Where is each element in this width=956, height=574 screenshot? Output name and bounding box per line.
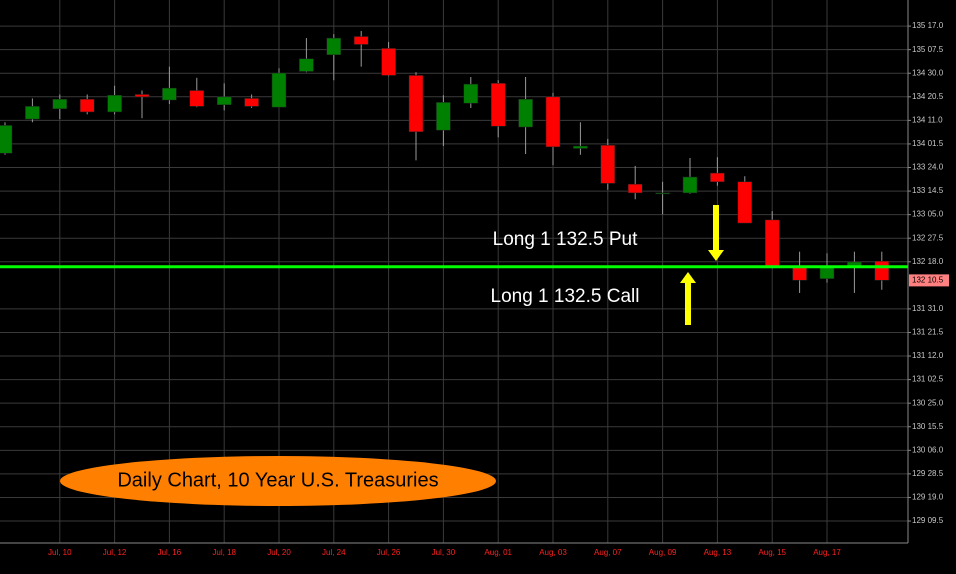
x-tick-label: Jul, 20 [267,548,291,557]
y-tick-label: 130 15.5 [912,422,944,431]
chart-title: Daily Chart, 10 Year U.S. Treasuries [117,469,438,491]
candle-body [545,96,561,148]
candle-body [244,98,259,107]
y-tick-label: 134 30.0 [912,68,944,77]
y-tick-label: 130 06.0 [912,445,944,454]
y-tick-label: 130 25.0 [912,398,944,407]
y-tick-label: 131 12.0 [912,351,944,360]
x-tick-label: Aug, 13 [704,548,732,557]
y-tick-label: 134 11.0 [912,115,943,124]
candle-body [490,83,506,127]
plot [0,30,890,293]
title-badge [60,456,496,506]
annotation: Long 1 132.5 Call [491,286,640,307]
x-tick-label: Aug, 01 [484,548,512,557]
y-tick-label: 135 07.5 [912,45,944,54]
y-tick-label: 129 28.5 [912,469,944,478]
y-tick-label: 129 19.0 [912,493,944,502]
candle-body [134,94,150,98]
candle-body [436,102,451,131]
candle-body [52,98,68,110]
candle-body [737,181,753,224]
candle-body [655,192,670,195]
candle-body [162,87,177,101]
x-tick-label: Aug, 03 [539,548,567,557]
annotation: Long 1 132.5 Put [493,229,638,250]
candle-body [326,37,342,56]
y-tick-label: 131 31.0 [912,304,944,313]
candle-body [710,172,725,183]
x-tick-label: Aug, 17 [813,548,841,557]
candle-body [518,98,533,128]
x-tick-label: Jul, 16 [158,548,182,557]
candle-body [107,95,122,113]
candle-body [271,72,287,108]
y-tick-label: 132 27.5 [912,233,944,242]
x-tick-label: Aug, 07 [594,548,622,557]
y-tick-label: 134 20.5 [912,92,944,101]
candle-body [573,145,588,149]
up-arrow [680,272,696,325]
candle-body [189,90,205,107]
x-tick-label: Aug, 15 [758,548,786,557]
x-tick-label: Aug, 09 [649,548,677,557]
candle-body [0,125,13,154]
x-tick-label: Jul, 24 [322,548,346,557]
x-tick-label: Jul, 18 [212,548,236,557]
y-tick-label: 133 05.0 [912,210,944,219]
candle-body [381,48,396,76]
y-tick-label: 131 21.5 [912,328,944,337]
candle-body [353,36,369,45]
candle-body [627,183,643,194]
candle-body [299,58,314,72]
down-arrow [708,205,724,261]
y-tick-label: 129 09.5 [912,516,944,525]
y-tick-label: 135 17.0 [912,21,944,30]
y-tick-label: 133 14.5 [912,186,944,195]
candle-body [408,75,424,133]
grid [0,0,908,543]
y-tick-label: 131 02.5 [912,375,944,384]
candle-body [764,219,780,267]
last-price-box [909,274,949,287]
candle-body [463,83,479,104]
x-tick-label: Jul, 10 [48,548,72,557]
candle-body [25,106,40,120]
last-price-label: 132 10.5 [912,275,944,284]
y-tick-label: 133 24.0 [912,163,944,172]
candle-body [600,145,616,184]
x-tick-label: Jul, 12 [103,548,127,557]
x-tick-label: Jul, 30 [432,548,456,557]
candle-body [682,176,698,194]
candle-body [79,98,95,113]
candle-body [216,96,232,106]
x-tick-label: Jul, 26 [377,548,401,557]
y-tick-label: 132 18.0 [912,257,944,266]
y-tick-label: 134 01.5 [912,139,944,148]
candle-body [874,260,890,281]
